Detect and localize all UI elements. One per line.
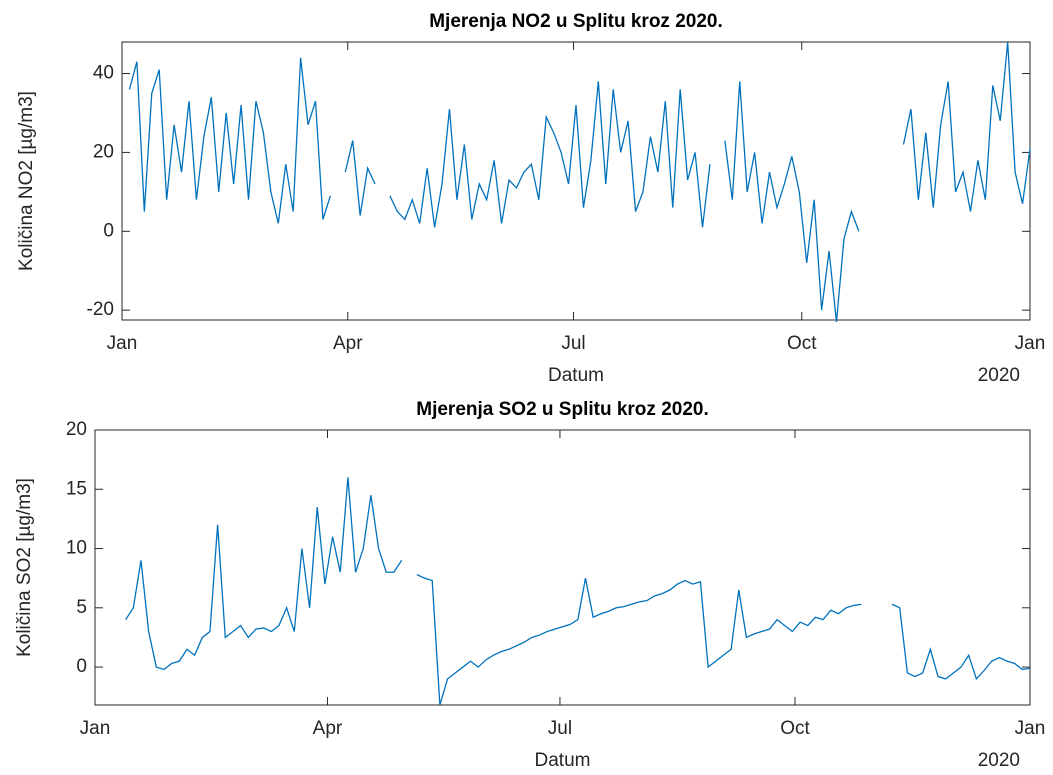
x-tick-label: Apr bbox=[333, 333, 363, 354]
data-line bbox=[125, 477, 1031, 706]
y-tick-label: -20 bbox=[87, 299, 114, 320]
x-tick-label: Apr bbox=[313, 718, 343, 739]
y-tick-label: 5 bbox=[76, 597, 87, 618]
x-tick-label: Jan bbox=[80, 718, 111, 739]
y-tick-label: 40 bbox=[93, 63, 114, 84]
x-tick-label: Oct bbox=[787, 333, 817, 354]
chart-title: Mjerenja SO2 u Splitu kroz 2020. bbox=[416, 399, 709, 420]
x-tick-label: Jan bbox=[1015, 333, 1046, 354]
x-tick-label: Jan bbox=[107, 333, 138, 354]
y-tick-label: 10 bbox=[66, 538, 87, 559]
chart-title: Mjerenja NO2 u Splitu kroz 2020. bbox=[429, 11, 723, 32]
x-tick-label: Jul bbox=[548, 718, 572, 739]
x-tick-label: Jul bbox=[561, 333, 585, 354]
x-axis-label: Datum bbox=[548, 365, 604, 386]
x-tick-label: Jan bbox=[1015, 718, 1046, 739]
y-tick-label: 0 bbox=[76, 656, 87, 677]
data-line bbox=[128, 41, 1031, 323]
y-tick-label: 0 bbox=[103, 220, 114, 241]
y-tick-label: 15 bbox=[66, 478, 87, 499]
y-axis-label: Količina SO2 [µg/m3] bbox=[14, 478, 35, 657]
x-axis-label: Datum bbox=[535, 750, 591, 771]
plot-area bbox=[94, 429, 1031, 706]
y-tick-label: 20 bbox=[93, 141, 114, 162]
x-secondary-label: 2020 bbox=[978, 365, 1020, 386]
x-tick-label: Oct bbox=[780, 718, 810, 739]
y-tick-label: 20 bbox=[66, 419, 87, 440]
x-secondary-label: 2020 bbox=[978, 750, 1020, 771]
y-axis-label: Količina NO2 [µg/m3] bbox=[16, 91, 37, 271]
plot-area bbox=[121, 41, 1031, 321]
